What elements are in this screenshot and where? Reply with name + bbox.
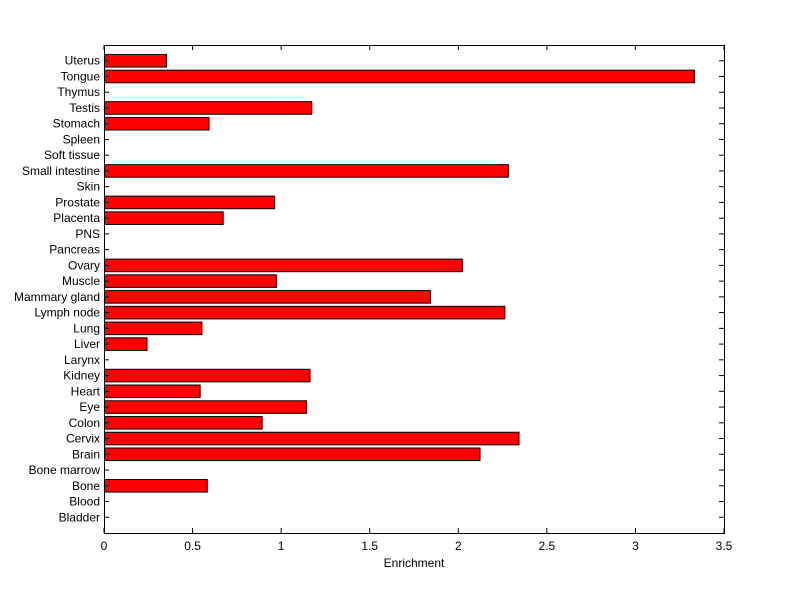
bar-lymph-node (104, 305, 506, 320)
bar-eye (104, 400, 307, 414)
category-label-bone-marrow: Bone marrow (29, 463, 101, 477)
category-label-bone: Bone (72, 479, 100, 493)
bar-stomach (104, 116, 210, 131)
x-tick-label: 0 (101, 539, 108, 553)
bars-group (104, 53, 695, 493)
bar-bone (104, 478, 208, 493)
category-label-bladder: Bladder (59, 510, 100, 524)
category-label-pns: PNS (75, 227, 100, 241)
x-tick-labels-group: 0 0.5 1 1.5 2 2.5 3 3.5 (101, 539, 733, 553)
category-label-tongue: Tongue (61, 69, 101, 83)
category-label-larynx: Larynx (64, 353, 100, 367)
category-label-colon: Colon (69, 416, 100, 430)
category-label-muscle: Muscle (62, 274, 100, 288)
category-label-kidney: Kidney (63, 369, 100, 383)
x-tick-label: 2 (455, 539, 462, 553)
category-label-cervix: Cervix (66, 432, 100, 446)
category-label-thymus: Thymus (57, 85, 100, 99)
bar-testis (104, 101, 313, 115)
category-label-prostate: Prostate (55, 195, 100, 209)
category-label-uterus: Uterus (65, 54, 100, 68)
category-label-testis: Testis (69, 101, 100, 115)
bar-placenta (104, 211, 224, 225)
bar-colon (104, 416, 263, 430)
category-label-placenta: Placenta (53, 211, 100, 225)
category-label-mammary-gland: Mammary gland (14, 290, 100, 304)
category-label-small-intestine: Small intestine (22, 164, 100, 178)
category-label-lung: Lung (73, 321, 100, 335)
bar-mammary-gland (104, 290, 431, 304)
x-tick-label: 3.5 (716, 539, 733, 553)
category-label-eye: Eye (79, 400, 100, 414)
x-tick-label: 2.5 (539, 539, 556, 553)
bar-liver (104, 337, 148, 351)
bar-prostate (104, 195, 276, 210)
bar-uterus (104, 53, 167, 68)
category-label-heart: Heart (71, 384, 101, 398)
category-label-stomach: Stomach (53, 117, 100, 131)
bar-heart (104, 384, 201, 399)
axes-frame (104, 45, 725, 534)
x-axis-label: Enrichment (384, 556, 445, 570)
x-tick-label: 1 (278, 539, 285, 553)
category-label-spleen: Spleen (63, 132, 100, 146)
ticks-group (103, 45, 725, 533)
category-label-skin: Skin (77, 180, 100, 194)
bar-ovary (104, 258, 463, 273)
category-label-blood: Blood (69, 495, 100, 509)
x-tick-label: 0.5 (184, 539, 201, 553)
bar-tongue (104, 69, 695, 84)
category-label-lymph-node: Lymph node (34, 306, 100, 320)
bar-small-intestine (104, 164, 509, 178)
category-label-soft-tissue: Soft tissue (44, 148, 100, 162)
category-label-ovary: Ovary (68, 258, 100, 272)
category-label-brain: Brain (72, 447, 100, 461)
bar-kidney (104, 368, 311, 383)
bar-lung (104, 321, 203, 336)
x-tick-label: 1.5 (361, 539, 378, 553)
bar-cervix (104, 431, 520, 446)
category-label-liver: Liver (74, 337, 100, 351)
category-label-pancreas: Pancreas (49, 243, 100, 257)
x-tick-label: 3 (632, 539, 639, 553)
bar-brain (104, 447, 481, 462)
bar-muscle (104, 274, 277, 288)
